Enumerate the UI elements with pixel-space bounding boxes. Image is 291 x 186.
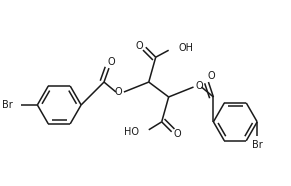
Text: O: O bbox=[114, 87, 122, 97]
Text: HO: HO bbox=[124, 127, 139, 137]
Text: O: O bbox=[207, 71, 215, 81]
Text: Br: Br bbox=[252, 140, 262, 150]
Text: O: O bbox=[196, 81, 203, 91]
Text: O: O bbox=[136, 41, 144, 51]
Text: Br: Br bbox=[2, 100, 13, 110]
Text: O: O bbox=[174, 129, 181, 139]
Text: OH: OH bbox=[179, 43, 194, 53]
Text: O: O bbox=[107, 57, 115, 67]
